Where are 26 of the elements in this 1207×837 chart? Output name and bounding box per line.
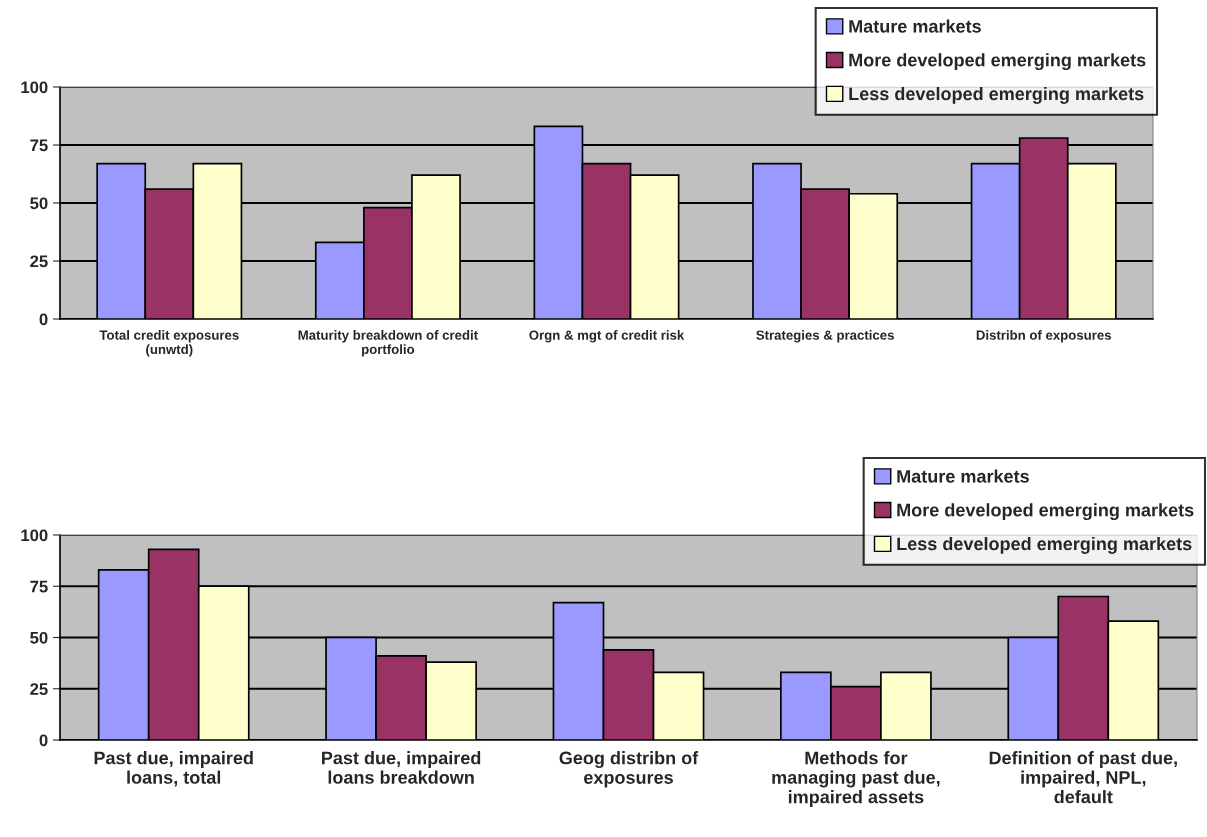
- x-tick-label: Past due, impaired loans, total: [94, 751, 253, 787]
- legend-label: Less developed emerging markets: [849, 86, 1144, 104]
- y-tick-label: 50: [30, 631, 48, 644]
- legend-label: More developed emerging markets: [849, 53, 1146, 71]
- y-tick-label: 0: [39, 313, 48, 326]
- legend-label: Less developed emerging markets: [897, 536, 1192, 554]
- x-tick-label: Strategies & practices: [756, 330, 894, 343]
- x-tick-label: Distribn of exposures: [976, 330, 1111, 343]
- y-tick-label: 0: [39, 734, 48, 747]
- y-tick-label: 25: [30, 255, 48, 268]
- y-tick-label: 100: [21, 81, 48, 94]
- x-tick-label: Definition of past due, impaired, NPL, default: [989, 751, 1177, 804]
- y-tick-label: 50: [30, 197, 48, 210]
- x-tick-label: Maturity breakdown of credit portfolio: [298, 330, 478, 357]
- x-tick-label: Past due, impaired loans breakdown: [322, 751, 481, 784]
- x-tick-label: Geog distribn of exposures: [559, 751, 699, 788]
- y-tick-label: 75: [30, 580, 48, 593]
- y-tick-label: 25: [30, 683, 48, 695]
- x-tick-label: Methods for managing past due, impaired assets: [772, 751, 940, 807]
- x-tick-label: Orgn & mgt of credit risk: [529, 330, 685, 343]
- x-tick-label: Total credit exposures (unwtd): [99, 330, 239, 357]
- legend-label: Mature markets: [897, 469, 1029, 483]
- legend-label: More developed emerging markets: [897, 503, 1194, 521]
- y-tick-label: 75: [30, 139, 48, 152]
- legend-label: Mature markets: [849, 19, 981, 33]
- y-tick-label: 100: [21, 529, 48, 542]
